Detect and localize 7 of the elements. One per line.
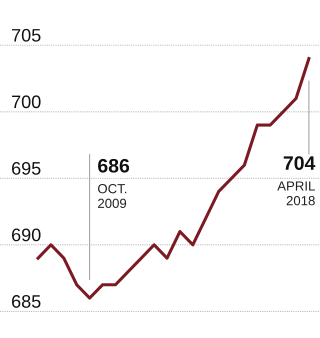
annotation: 704 APRIL 2018 xyxy=(277,156,316,206)
annotation: 686 OCT. 2009 xyxy=(98,158,130,208)
y-tick-label: 695 xyxy=(12,162,40,175)
y-tick-label: 685 xyxy=(12,295,40,308)
y-tick-label: 705 xyxy=(12,28,40,42)
y-tick-label: 700 xyxy=(12,95,41,108)
y-tick-label: 690 xyxy=(12,228,41,242)
